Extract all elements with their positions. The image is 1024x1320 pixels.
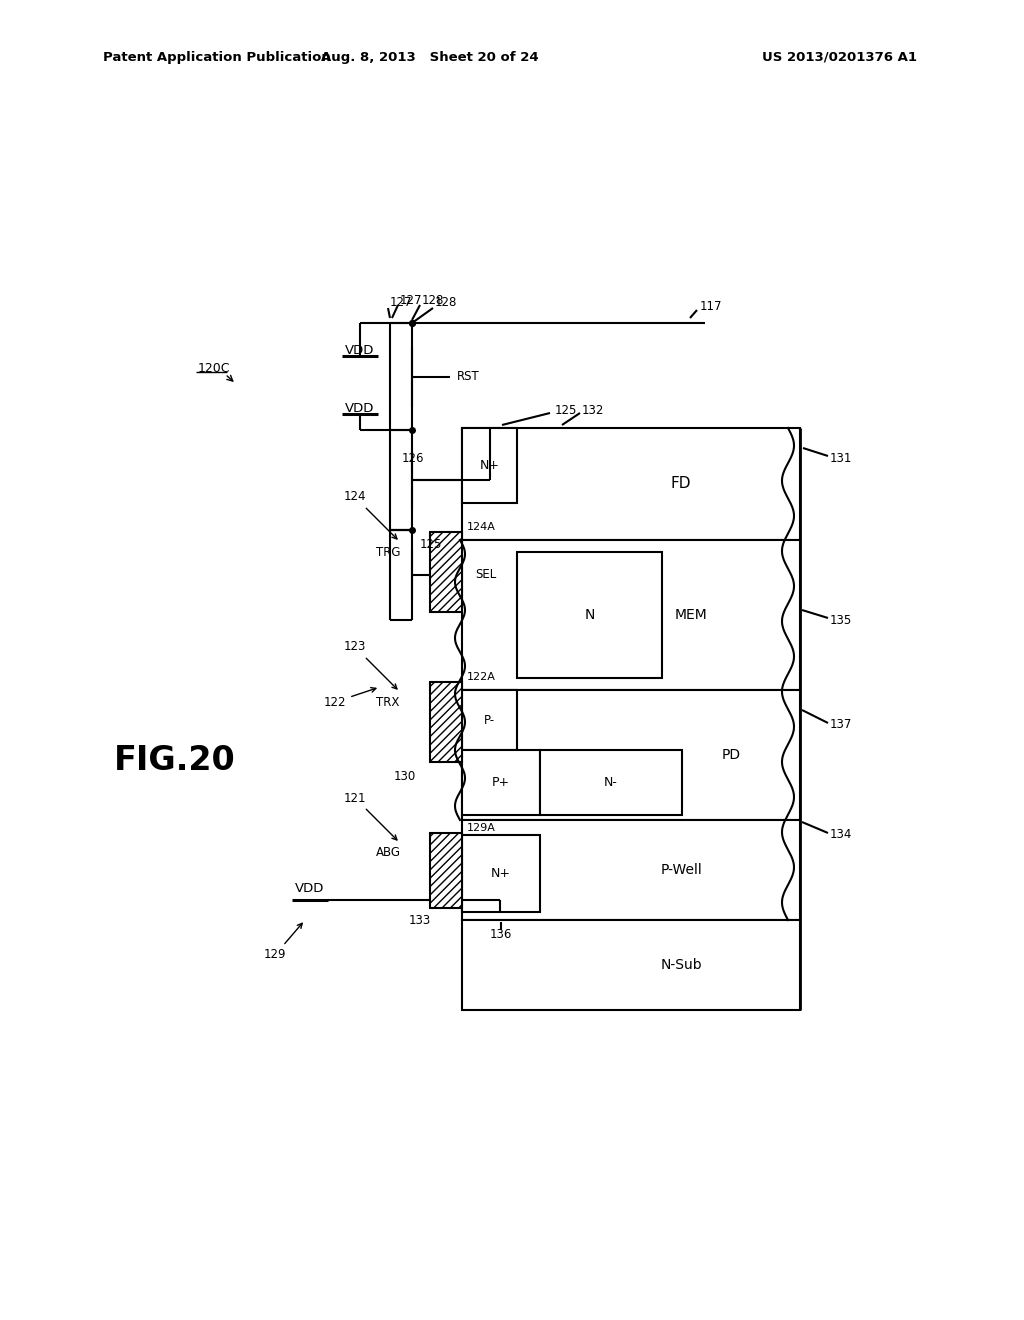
Bar [540,750,682,814]
Text: 128: 128 [435,297,458,309]
Text: ABG: ABG [376,846,400,859]
Text: 123: 123 [344,640,397,689]
Bar [462,428,517,503]
Text: 134: 134 [830,829,852,842]
Text: N+: N+ [479,459,500,473]
Text: 137: 137 [830,718,852,731]
Bar [462,540,800,690]
Text: Aug. 8, 2013   Sheet 20 of 24: Aug. 8, 2013 Sheet 20 of 24 [322,50,539,63]
Text: N-Sub: N-Sub [660,958,701,972]
Text: 121: 121 [344,792,397,840]
Text: VDD: VDD [345,401,375,414]
Bar [462,920,800,1010]
Text: P-Well: P-Well [660,863,701,876]
Text: TRG: TRG [376,545,400,558]
Text: N-: N- [604,776,617,789]
Text: FD: FD [671,477,691,491]
Text: PD: PD [722,748,740,762]
Text: 127: 127 [400,294,423,308]
Bar [462,428,800,540]
Text: 133: 133 [409,913,431,927]
Text: 128: 128 [422,294,444,308]
Bar [517,552,662,678]
Text: 127: 127 [390,297,413,309]
Text: 135: 135 [830,614,852,627]
Text: 130: 130 [394,771,416,784]
Text: 122A: 122A [467,672,496,682]
Text: US 2013/0201376 A1: US 2013/0201376 A1 [763,50,918,63]
Text: 117: 117 [700,301,723,314]
Bar [462,820,800,920]
Text: P+: P+ [492,776,510,789]
Text: 132: 132 [582,404,604,417]
Text: FIG.20: FIG.20 [114,743,236,776]
Bar [462,836,540,912]
Bar [462,750,540,814]
Text: MEM: MEM [675,609,708,622]
Text: N: N [585,609,595,622]
Text: VDD: VDD [345,343,375,356]
Text: TRX: TRX [376,696,399,709]
Text: 125: 125 [420,539,442,552]
Text: 131: 131 [830,451,852,465]
Text: 125: 125 [555,404,578,417]
Text: 129A: 129A [467,822,496,833]
Text: 122: 122 [324,688,376,709]
Bar [430,682,462,762]
Text: P-: P- [484,714,495,726]
Text: 136: 136 [489,928,512,941]
Bar [430,532,462,612]
Text: Patent Application Publication: Patent Application Publication [103,50,331,63]
Text: RST: RST [457,370,480,383]
Text: 124A: 124A [467,521,496,532]
Text: N+: N+ [490,867,511,880]
Text: 120C: 120C [198,362,230,375]
Text: VDD: VDD [295,882,325,895]
Text: 126: 126 [402,451,425,465]
Bar [462,690,517,750]
Bar [462,690,800,820]
Bar [430,833,462,908]
Text: SEL: SEL [475,569,497,582]
Text: 129: 129 [264,923,302,961]
Text: 124: 124 [344,491,397,539]
